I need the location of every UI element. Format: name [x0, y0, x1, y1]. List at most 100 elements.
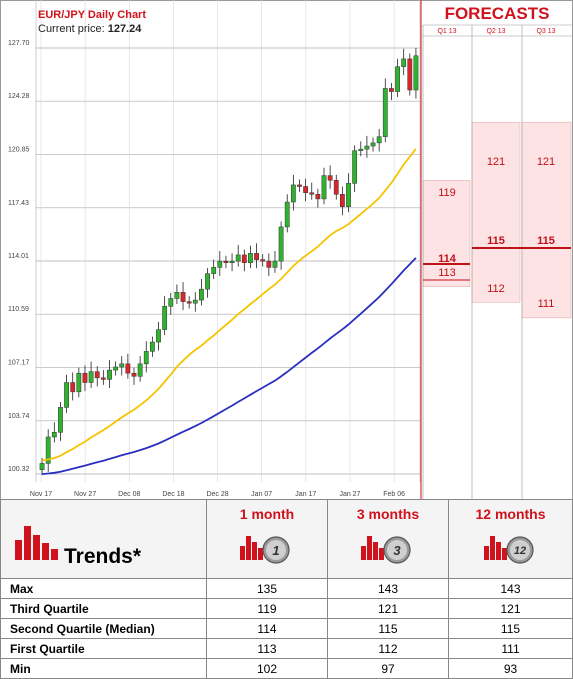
candle-body [113, 366, 119, 371]
candle-body [88, 371, 94, 383]
candle-body [125, 363, 131, 374]
candle-body [100, 377, 106, 380]
candle-body [333, 179, 339, 195]
trends-header-cell: Trends* [0, 499, 207, 579]
candle-body [58, 407, 63, 433]
q2-upper-value: 121 [486, 156, 506, 168]
candle-body [389, 88, 394, 92]
y-tick-label: 100.32 [8, 466, 30, 473]
quarter-label-q3: Q3 13 [536, 28, 556, 35]
candle-body [290, 184, 296, 203]
candle-body [254, 253, 259, 260]
candle-body [370, 142, 376, 147]
table-cell: 115 [327, 618, 449, 639]
candle-body [211, 267, 217, 274]
x-tick-label: Jan 07 [251, 491, 272, 498]
table-row: Second Quartile (Median) 114 115 115 [0, 618, 573, 639]
candle-body [248, 253, 253, 263]
candle-body [376, 136, 382, 144]
bar-chart-icon [15, 526, 58, 560]
badge-number: 3 [393, 543, 401, 558]
candle-body [70, 382, 76, 393]
x-tick-label: Jan 27 [339, 491, 360, 498]
y-tick-label: 107.17 [8, 359, 30, 366]
q1-median-value: 114 [438, 253, 456, 265]
table-cell: 111 [448, 638, 573, 659]
period-label: 12 months [475, 506, 546, 522]
period-header-3-months: 3 months 3 [327, 499, 449, 579]
candle-body [107, 369, 112, 380]
q2-lower-value: 112 [487, 283, 505, 295]
candle-body [260, 259, 266, 262]
period-header-1-month: 1 month 1 [206, 499, 328, 579]
table-row: Max 135 143 143 [0, 578, 573, 599]
y-tick-label: 117.43 [8, 200, 29, 207]
candle-body [119, 363, 125, 368]
candle-body [137, 363, 143, 377]
candle-body [407, 58, 413, 91]
y-tick-label: 124.28 [8, 93, 30, 100]
q1-upper-value: 119 [438, 187, 456, 199]
trends-table: Trends* 1 month 1 3 months 3 12 months [0, 499, 573, 679]
forecast-band [471, 121, 521, 303]
candle-body [321, 175, 327, 200]
current-price-value: 127.24 [107, 23, 142, 35]
table-cell: 114 [206, 618, 328, 639]
y-tick-label: 114.01 [8, 253, 29, 260]
table-cell: 143 [448, 578, 573, 599]
period-label: 1 month [239, 506, 295, 522]
table-cell: 121 [327, 598, 449, 619]
x-tick-label: Jan 17 [295, 491, 316, 498]
candle-body [149, 341, 155, 352]
candle-body [413, 55, 419, 91]
candle-body [303, 186, 309, 193]
row-label: Second Quartile (Median) [0, 618, 207, 639]
candle-body [401, 58, 407, 67]
moving-average-short-line [41, 148, 417, 462]
candle-body [156, 329, 161, 343]
y-tick-label: 103.74 [8, 413, 30, 420]
table-cell: 135 [206, 578, 328, 599]
current-price-label: Current price: [38, 23, 105, 35]
candle-body [192, 299, 198, 304]
y-tick-label: 120.85 [8, 147, 30, 154]
forecast-band [422, 180, 471, 288]
period-header-12-months: 12 months 12 [448, 499, 573, 579]
candle-body [364, 145, 370, 150]
candle-body [315, 194, 321, 200]
x-tick-label: Feb 06 [383, 491, 405, 498]
table-cell: 102 [206, 658, 328, 679]
period-label: 3 months [356, 506, 420, 522]
moving-average-long-line [42, 257, 417, 475]
candle-body [229, 260, 235, 263]
candle-body [358, 148, 364, 151]
candle-body [199, 288, 204, 301]
candle-body [143, 351, 149, 365]
candle-body [266, 260, 272, 268]
table-cell: 121 [448, 598, 573, 619]
candle-body [235, 254, 241, 262]
chart-title: EUR/JPY Daily Chart [38, 9, 147, 21]
x-tick-label: Dec 18 [162, 491, 184, 498]
table-cell: 112 [327, 638, 449, 659]
candle-body [327, 175, 333, 181]
q3-median-value: 115 [537, 235, 555, 247]
candle-body [64, 382, 69, 408]
candle-body [395, 66, 400, 92]
candle-body [223, 260, 229, 263]
table-cell: 119 [206, 598, 328, 619]
table-cell: 115 [448, 618, 573, 639]
row-label: Third Quartile [0, 598, 207, 619]
candle-body [45, 436, 51, 464]
candle-body [278, 226, 284, 262]
candle-body [168, 298, 174, 307]
candle-body [94, 371, 100, 379]
row-label: Max [0, 578, 207, 599]
badge-number: 1 [272, 543, 279, 558]
candle-body [272, 260, 278, 268]
candle-body [241, 254, 247, 263]
bar-chart-badge-icon: 3 [361, 536, 411, 564]
candle-body [346, 183, 351, 207]
candle-body [82, 372, 88, 383]
table-cell: 93 [448, 658, 573, 679]
